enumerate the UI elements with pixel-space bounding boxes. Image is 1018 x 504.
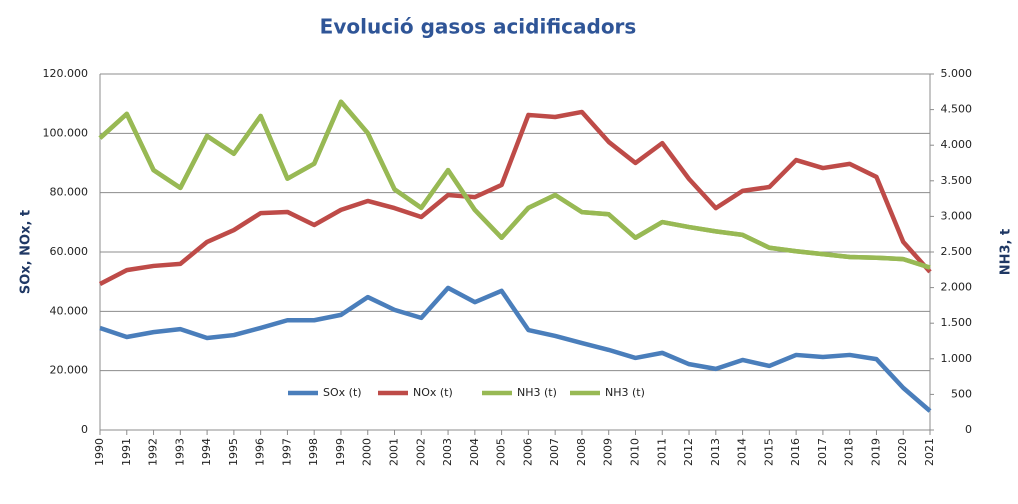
legend-label: SOx (t) [323,386,362,399]
x-tick-label: 2016 [789,438,802,466]
x-tick-label: 2010 [628,438,641,466]
y-tick-label: 100.000 [43,126,89,139]
x-tick-label: 1992 [147,438,160,466]
x-tick-label: 1999 [334,438,347,466]
x-tick-label: 1997 [280,438,293,466]
y-tick-label: 120.000 [43,67,89,80]
x-tick-label: 1995 [227,438,240,466]
chart-title: Evolució gasos acidificadors [320,15,637,39]
x-tick-label: 2003 [441,438,454,466]
y2-tick-label: 4.500 [941,103,973,116]
y2-axis-label: NH3, t [999,229,1014,275]
x-tick-label: 2021 [923,438,936,466]
x-tick-label: 2020 [896,438,909,466]
x-tick-label: 2006 [521,438,534,466]
y2-tick-label: 2.000 [941,281,973,294]
x-tick-label: 2008 [575,438,588,466]
y2-tick-label: 0 [965,423,972,436]
x-tick-label: 2009 [602,438,615,466]
x-tick-label: 2004 [468,438,481,466]
x-tick-label: 1990 [93,438,106,466]
x-tick-label: 2007 [548,438,561,466]
x-tick-label: 2015 [762,438,775,466]
y-tick-label: 20.000 [50,364,89,377]
y-tick-label: 80.000 [50,186,89,199]
x-tick-label: 1994 [200,438,213,466]
y-tick-label: 0 [81,423,88,436]
x-tick-label: 1991 [120,438,133,466]
legend-label: NH3 (t) [517,386,557,399]
x-tick-label: 2001 [388,438,401,466]
x-tick-label: 2012 [682,438,695,466]
y2-tick-label: 1.500 [941,316,973,329]
x-tick-label: 1998 [307,438,320,466]
y2-tick-label: 1.000 [941,352,973,365]
x-tick-label: 2014 [736,438,749,466]
y2-tick-label: 500 [951,387,972,400]
x-tick-label: 1996 [254,438,267,466]
y-axis-label: SOx, NOx, t [19,210,34,294]
series-line [98,99,931,270]
legend-label: NOx (t) [413,386,453,399]
series-line [99,285,932,413]
y-tick-label: 60.000 [50,245,89,258]
x-tick-label: 2011 [655,438,668,466]
y2-tick-label: 5.000 [941,67,973,80]
x-tick-label: 2005 [495,438,508,466]
y2-tick-label: 3.000 [941,209,973,222]
x-tick-label: 2002 [414,438,427,466]
series-line [98,109,932,287]
y2-tick-label: 2.500 [941,245,973,258]
x-tick-label: 2019 [869,438,882,466]
x-tick-label: 2017 [816,438,829,466]
x-tick-label: 2018 [843,438,856,466]
y2-tick-label: 3.500 [941,174,973,187]
x-tick-label: 2013 [709,438,722,466]
y2-tick-label: 4.000 [941,138,973,151]
series-line [98,99,931,270]
y-tick-label: 40.000 [50,304,89,317]
x-tick-label: 2000 [361,438,374,466]
legend-label: NH3 (t) [605,386,645,399]
x-tick-label: 1993 [173,438,186,466]
